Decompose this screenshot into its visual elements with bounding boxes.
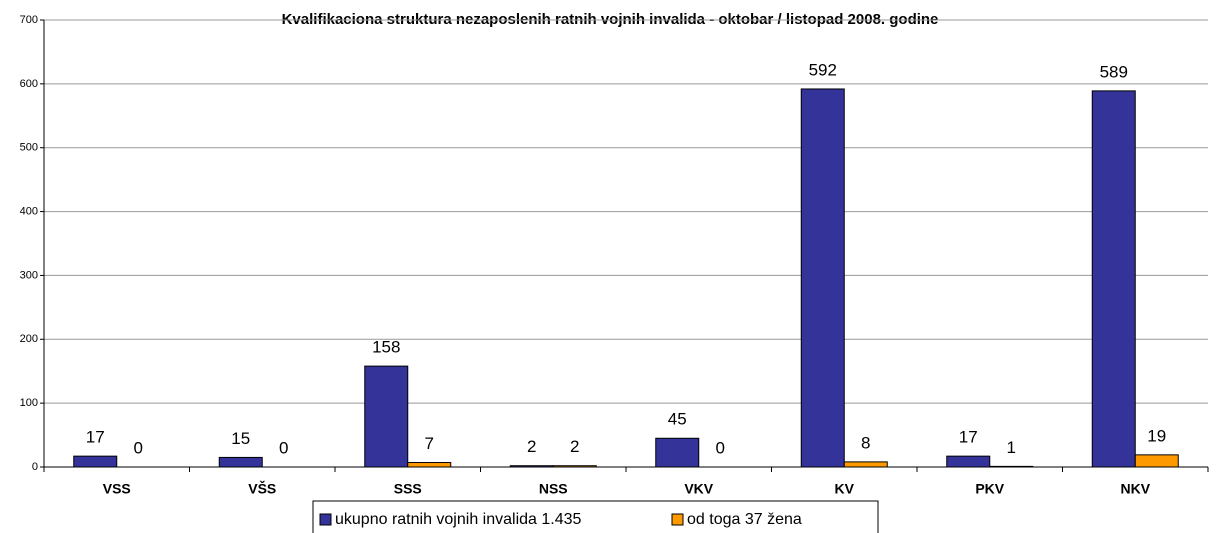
value-label: 0 (716, 438, 725, 457)
value-label: 0 (134, 438, 143, 457)
value-label: 17 (959, 428, 978, 447)
legend-label: ukupno ratnih vojnih invalida 1.435 (335, 511, 582, 528)
bar (655, 437, 700, 468)
value-label: 45 (668, 410, 687, 429)
x-tick-label: VSS (103, 481, 131, 497)
value-label: 7 (425, 434, 434, 453)
y-tick-label: 500 (20, 142, 38, 154)
value-label: 1 (1007, 438, 1016, 457)
x-tick-label: SSS (394, 481, 422, 497)
bar (73, 455, 118, 468)
y-tick-label: 600 (20, 78, 38, 90)
value-label: 0 (279, 438, 288, 457)
legend-box (312, 500, 879, 533)
value-label: 19 (1147, 426, 1166, 445)
bar (364, 365, 409, 468)
bar (800, 88, 845, 468)
value-label: 17 (86, 428, 105, 447)
bar (407, 462, 452, 468)
bar (946, 455, 991, 468)
bar (218, 456, 263, 468)
value-label: 592 (809, 60, 837, 79)
chart-title: Kvalifikaciona struktura nezaposlenih ra… (282, 11, 939, 28)
value-label: 2 (570, 437, 579, 456)
legend-label: od toga 37 žena (687, 511, 802, 528)
x-tick-label: VŠS (248, 480, 276, 497)
x-tick-label: NKV (1120, 481, 1150, 497)
legend-swatch (671, 513, 684, 526)
value-label: 2 (527, 437, 536, 456)
value-label: 15 (231, 429, 250, 448)
bar (989, 465, 1034, 468)
y-tick-label: 300 (20, 269, 38, 281)
x-tick-label: PKV (975, 481, 1004, 497)
y-tick-label: 200 (20, 333, 38, 345)
legend-swatch (319, 513, 332, 526)
value-label: 158 (372, 338, 400, 357)
x-tick-label: VKV (684, 481, 713, 497)
value-label: 8 (861, 433, 870, 452)
bar (1134, 454, 1179, 468)
y-tick-label: 700 (20, 14, 38, 26)
value-label: 589 (1100, 62, 1128, 81)
x-tick-label: KV (835, 481, 855, 497)
bar (843, 461, 888, 468)
bar (509, 465, 554, 468)
y-tick-label: 0 (32, 461, 38, 473)
y-tick-label: 400 (20, 205, 38, 217)
y-tick-label: 100 (20, 397, 38, 409)
bar (1091, 90, 1136, 468)
bar (552, 465, 597, 468)
x-tick-label: NSS (539, 481, 568, 497)
